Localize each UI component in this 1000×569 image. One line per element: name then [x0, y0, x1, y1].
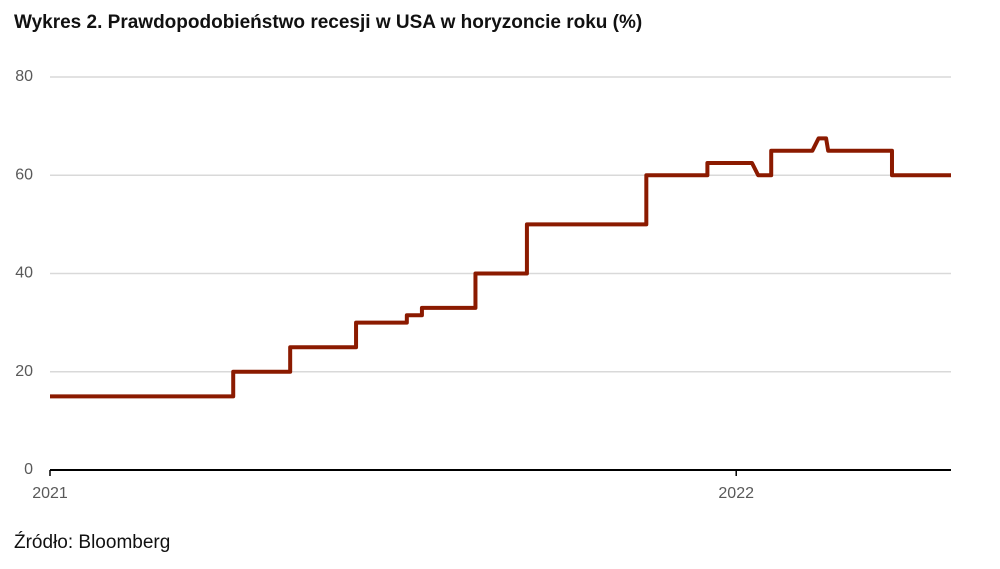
chart-title: Wykres 2. Prawdopodobieństwo recesji w U… [14, 12, 642, 33]
data-line [50, 136, 951, 399]
y-tick-label: 60 [15, 166, 33, 183]
x-tick-label: 2022 [718, 485, 754, 502]
y-tick-label: 80 [15, 68, 33, 85]
y-tick-label: 20 [15, 363, 33, 380]
x-tick-label: 2021 [32, 485, 68, 502]
y-tick-label: 40 [15, 265, 33, 282]
source-note: Źródło: Bloomberg [14, 532, 170, 553]
y-tick-label: 0 [24, 461, 33, 478]
